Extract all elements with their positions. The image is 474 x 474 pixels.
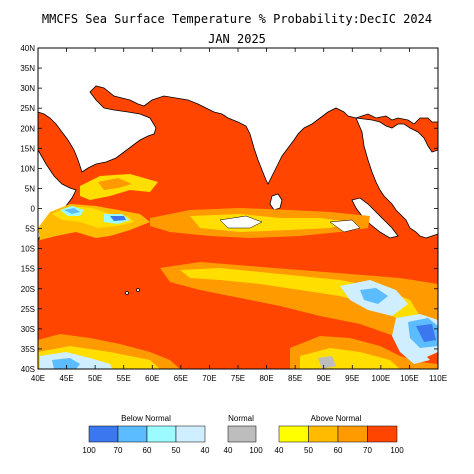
- lon-tick-label: 75E: [231, 374, 245, 383]
- lon-tick-label: 40E: [31, 374, 45, 383]
- below-normal-60-southern: [360, 288, 388, 304]
- below-normal-60-somali: [64, 208, 80, 214]
- legend-normal-label: 100: [249, 446, 263, 455]
- lat-tick-label: 30N: [20, 84, 35, 93]
- legend-normal-swatch: [227, 425, 257, 443]
- above-normal-40-southern: [180, 268, 420, 318]
- normal-equatorial: [219, 215, 263, 229]
- land-reunion: [125, 291, 129, 295]
- land-mauritius: [136, 288, 140, 292]
- legend-above-title: Above Normal: [311, 414, 362, 423]
- lat-tick-label: 35S: [21, 345, 35, 354]
- lat-tick-label: 15N: [20, 144, 35, 153]
- map-plot-area: [38, 48, 438, 369]
- legend-above-swatch: [337, 425, 368, 443]
- legend-below-label: 50: [172, 446, 181, 455]
- lat-tick-label: 40S: [21, 365, 35, 374]
- legend-below-swatch: [146, 425, 177, 443]
- legend-above-label: 70: [363, 446, 372, 455]
- lat-tick-label: 20S: [21, 285, 35, 294]
- lon-tick-label: 70E: [202, 374, 216, 383]
- legend-normal-label: 40: [224, 446, 233, 455]
- legend-above-label: 100: [390, 446, 404, 455]
- land-sri-lanka: [269, 193, 283, 211]
- map-subtitle: JAN 2025: [208, 32, 266, 46]
- legend-above-swatch: [308, 425, 339, 443]
- legend-below-swatch: [175, 425, 206, 443]
- legend-above-label: 40: [275, 446, 284, 455]
- lon-tick-label: 85E: [288, 374, 302, 383]
- lat-axis: 40N 35N 30N 25N 20N 15N 10N 5N 0 5S 10S 15S 20S 25S 30…: [20, 44, 438, 374]
- map-title: MMCFS Sea Surface Temperature % Probabil…: [41, 12, 433, 26]
- legend-below-label: 100: [82, 446, 96, 455]
- legend-below-title: Below Normal: [121, 414, 171, 423]
- lat-tick-label: 5N: [25, 184, 35, 193]
- land-masses: [38, 48, 438, 359]
- lon-tick-label: 110E: [429, 374, 447, 383]
- legend-above-label: 60: [334, 446, 343, 455]
- legend-below-swatches: 100 70 60 50 40: [82, 425, 210, 455]
- legend-below-label: 60: [143, 446, 152, 455]
- legend-normal-title: Normal: [228, 414, 254, 423]
- land-asia: [38, 48, 438, 185]
- legend-above-swatches: 40 50 60 70 100: [275, 425, 404, 455]
- lon-tick-label: 90E: [317, 374, 331, 383]
- legend-above-label: 50: [304, 446, 313, 455]
- legend: Below Normal Normal Above Normal 100 70 60…: [82, 414, 404, 455]
- above-normal-70-arabian: [98, 178, 132, 190]
- lon-tick-label: 105E: [400, 374, 419, 383]
- legend-below-label: 40: [201, 446, 210, 455]
- lon-tick-label: 55E: [117, 374, 131, 383]
- legend-below-label: 70: [114, 446, 123, 455]
- legend-below-swatch: [117, 425, 148, 443]
- lat-tick-label: 15S: [21, 265, 35, 274]
- lat-tick-label: 35N: [20, 64, 35, 73]
- legend-normal-swatches: 40 100: [224, 425, 263, 455]
- lat-tick-label: 30S: [21, 325, 35, 334]
- lon-tick-label: 100E: [372, 374, 391, 383]
- land-southeast-asia: [355, 117, 438, 239]
- below-normal-70-west-eq: [110, 216, 126, 221]
- lon-tick-label: 60E: [145, 374, 159, 383]
- legend-above-swatch: [367, 425, 398, 443]
- below-normal-60-southwest: [52, 358, 80, 369]
- lat-tick-label: 20N: [20, 124, 35, 133]
- lat-tick-label: 10N: [20, 164, 35, 173]
- normal-sumatra-coast: [329, 219, 361, 233]
- lon-tick-label: 80E: [259, 374, 273, 383]
- lat-tick-label: 25S: [21, 305, 35, 314]
- legend-above-swatch: [278, 425, 309, 443]
- below-normal-40-southeast: [400, 350, 430, 364]
- lon-tick-label: 50E: [88, 374, 102, 383]
- lon-tick-label: 65E: [174, 374, 188, 383]
- lon-tick-label: 95E: [345, 374, 359, 383]
- lat-tick-label: 25N: [20, 104, 35, 113]
- lat-tick-label: 10S: [21, 245, 35, 254]
- lon-axis: 40E 45E 50E 55E 60E 65E 70E 75E 80E 85E 90E 95E 100E…: [31, 48, 447, 383]
- lat-tick-label: 0: [31, 205, 36, 214]
- normal-south-central: [318, 356, 336, 369]
- lat-tick-label: 40N: [20, 44, 35, 53]
- legend-below-swatch: [88, 425, 119, 443]
- lon-tick-label: 45E: [59, 374, 73, 383]
- below-normal-70-east: [416, 324, 436, 342]
- lat-tick-label: 5S: [25, 225, 35, 234]
